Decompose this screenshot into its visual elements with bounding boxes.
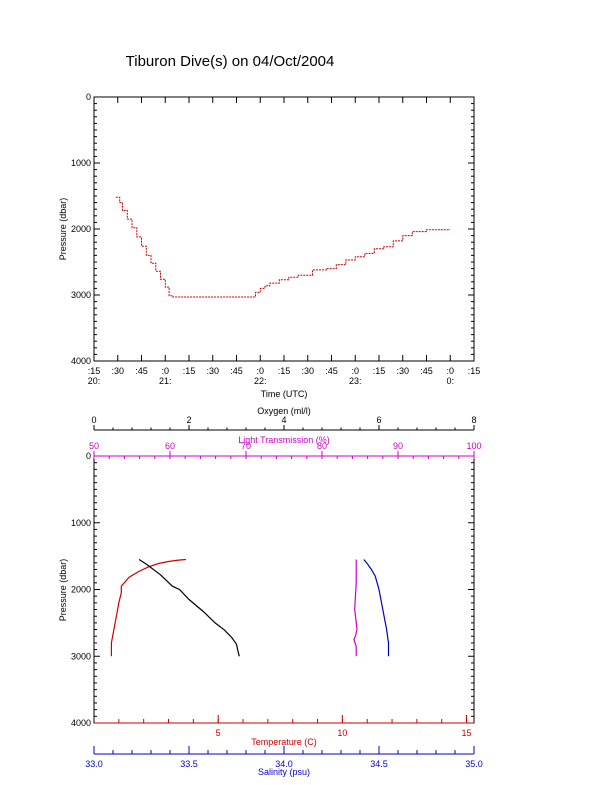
light-transmission-tick-label: 70 <box>241 441 251 451</box>
x-tick-label: :30 <box>396 366 409 376</box>
light-transmission-tick-label: 60 <box>165 441 175 451</box>
oxygen-tick-label: 6 <box>376 415 381 425</box>
y-tick-label: 0 <box>86 92 91 102</box>
light-transmission-axis-label: Light Transmission (%) <box>238 435 330 445</box>
x-tick-label: :0 <box>256 366 264 376</box>
x-tick-label: :0 <box>351 366 359 376</box>
y-tick-label: 1000 <box>71 518 91 528</box>
oxygen-tick-label: 0 <box>91 415 96 425</box>
plot-frame <box>93 96 475 362</box>
figure-title: Tiburon Dive(s) on 04/Oct/2004 <box>126 53 335 70</box>
oxygen-tick-label: 8 <box>471 415 476 425</box>
oxygen-tick-label: 2 <box>186 415 191 425</box>
y-axis-ticks: 0 1000 2000 3000 4000 <box>71 92 474 366</box>
x-tick-hour-label: 0: <box>446 376 454 386</box>
y-axis-label: Pressure (dbar) <box>58 198 68 261</box>
oxygen-axis: 0 2 4 6 8 <box>91 415 477 431</box>
salinity-axis: 33.0 33.5 34.0 34.5 35.0 <box>85 746 483 769</box>
x-tick-label: :0 <box>446 366 454 376</box>
y-tick-label: 1000 <box>71 158 91 168</box>
x-axis-label: Time (UTC) <box>261 389 308 399</box>
salinity-tick-label: 33.5 <box>180 759 198 769</box>
salinity-profile-line <box>363 559 390 657</box>
x-tick-label: :15 <box>468 366 481 376</box>
light-transmission-tick-label: 100 <box>466 441 481 451</box>
temperature-tick-label: 10 <box>337 728 347 738</box>
temperature-tick-label: 5 <box>216 728 221 738</box>
salinity-axis-label: Salinity (psu) <box>258 767 310 777</box>
salinity-tick-label: 34.0 <box>275 759 293 769</box>
x-axis-ticks: :1520::30:45:021::15:30:45:022::15:30:45… <box>88 97 481 386</box>
y-axis-ticks: 0 1000 2000 3000 4000 <box>71 451 474 728</box>
y-tick-label: 3000 <box>71 290 91 300</box>
temperature-axis: 5 10 15 <box>94 715 474 738</box>
x-tick-label: :30 <box>301 366 314 376</box>
x-tick-label: :45 <box>135 366 148 376</box>
depth-trace <box>115 196 451 298</box>
x-tick-label: :30 <box>206 366 219 376</box>
y-axis-label: Pressure (dbar) <box>58 559 68 622</box>
x-tick-label: :15 <box>183 366 196 376</box>
profile-series <box>110 558 390 657</box>
oxygen-tick-label: 4 <box>281 415 286 425</box>
x-tick-label: :45 <box>230 366 243 376</box>
x-tick-label: :0 <box>161 366 169 376</box>
light-transmission-tick-label: 80 <box>317 441 327 451</box>
x-tick-label: :15 <box>278 366 291 376</box>
x-tick-label: :15 <box>373 366 386 376</box>
temperature-profile-line <box>110 558 186 657</box>
oxygen-profile-line <box>138 558 240 657</box>
y-tick-label: 4000 <box>71 718 91 728</box>
x-tick-label: :30 <box>111 366 124 376</box>
temperature-axis-label: Temperature (C) <box>251 737 317 747</box>
x-tick-label: :15 <box>88 366 101 376</box>
y-tick-label: 2000 <box>71 585 91 595</box>
oxygen-axis-label: Oxygen (ml/l) <box>257 406 311 416</box>
light-transmission-tick-label: 50 <box>89 441 99 451</box>
x-tick-hour-label: 23: <box>349 376 362 386</box>
y-tick-label: 3000 <box>71 651 91 661</box>
x-tick-hour-label: 20: <box>88 376 101 386</box>
salinity-tick-label: 34.5 <box>370 759 388 769</box>
x-tick-label: :45 <box>420 366 433 376</box>
temperature-tick-label: 15 <box>462 728 472 738</box>
salinity-tick-label: 33.0 <box>85 759 103 769</box>
light-transmission-axis: 50 60 70 80 90 100 <box>89 441 482 459</box>
y-tick-label: 4000 <box>71 356 91 366</box>
plot-frame <box>93 455 475 724</box>
x-tick-hour-label: 21: <box>159 376 172 386</box>
x-tick-label: :45 <box>325 366 338 376</box>
salinity-tick-label: 35.0 <box>465 759 483 769</box>
light-transmission-profile-line <box>353 559 358 657</box>
light-transmission-tick-label: 90 <box>393 441 403 451</box>
y-tick-label: 2000 <box>71 224 91 234</box>
x-tick-hour-label: 22: <box>254 376 267 386</box>
y-tick-label: 0 <box>86 451 91 461</box>
